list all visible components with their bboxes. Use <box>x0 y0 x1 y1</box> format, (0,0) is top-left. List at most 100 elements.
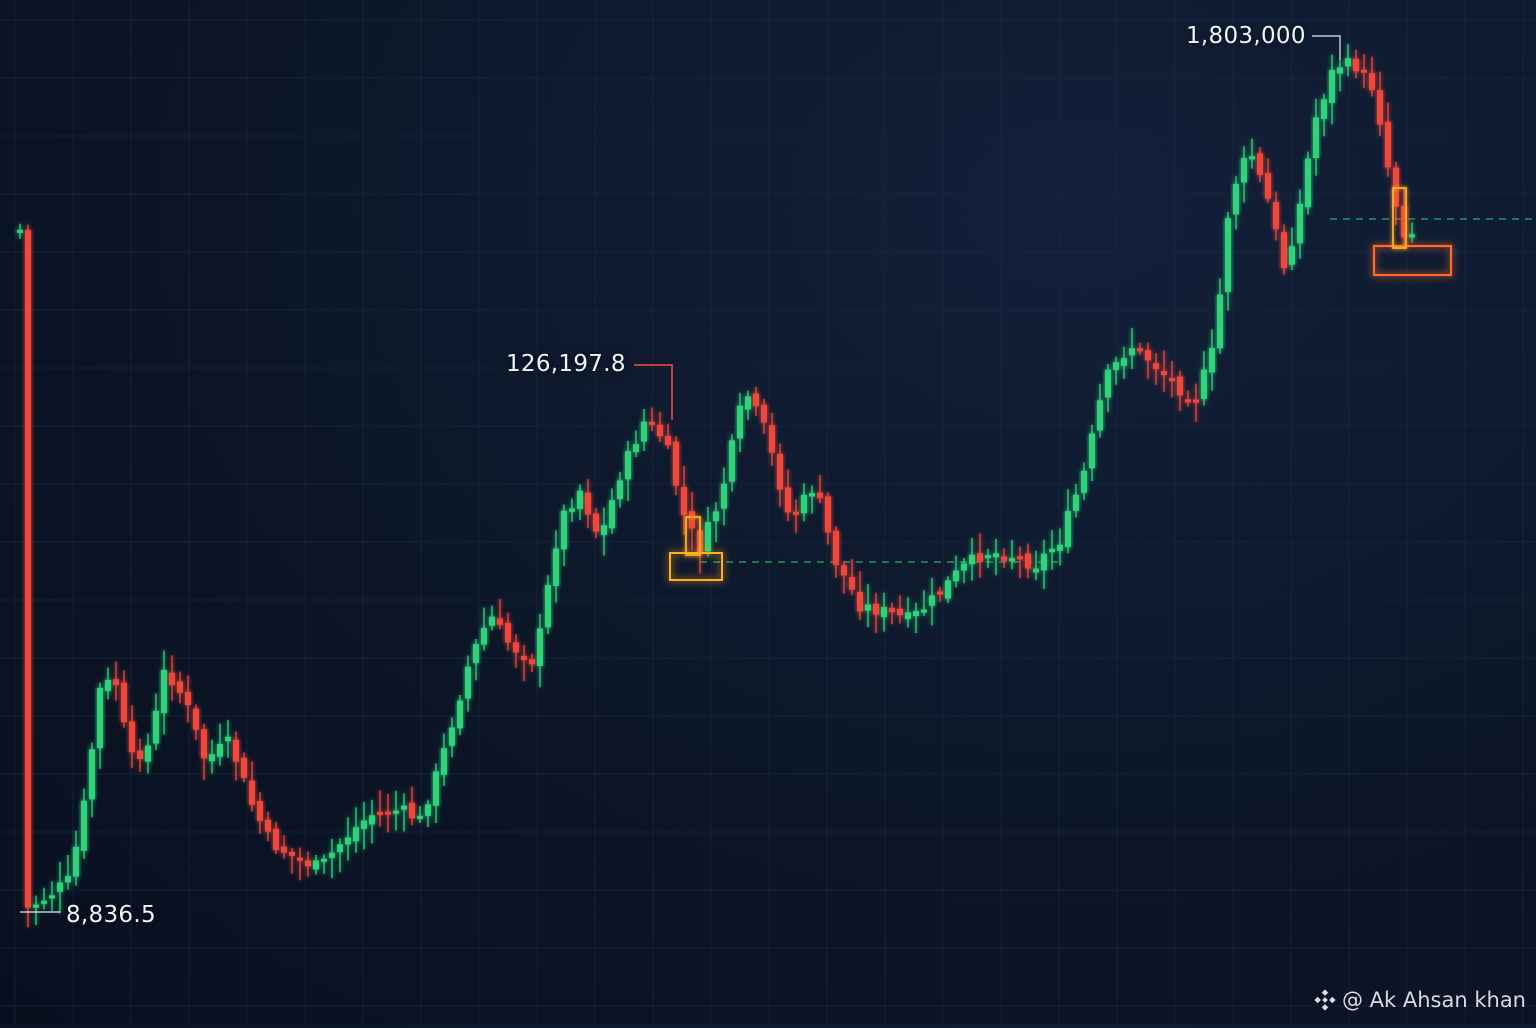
candle <box>633 430 639 457</box>
candle-body <box>209 754 215 762</box>
candle <box>665 423 671 450</box>
candle-body <box>633 444 639 453</box>
candle <box>377 790 383 827</box>
candle-body <box>569 508 575 512</box>
candle <box>49 881 55 911</box>
candle <box>105 667 111 700</box>
candle <box>577 484 583 521</box>
candle <box>1305 151 1311 215</box>
candle-body <box>1297 203 1303 244</box>
candle <box>1241 146 1247 203</box>
candle <box>1385 102 1391 177</box>
candle <box>201 723 207 781</box>
candle <box>433 763 439 824</box>
candle <box>545 575 551 635</box>
candle <box>833 526 839 578</box>
candle-body <box>825 496 831 533</box>
candle <box>1105 364 1111 413</box>
mid-price-label: 126,197.8 <box>506 351 626 377</box>
candle <box>1281 224 1287 275</box>
candle <box>753 386 759 417</box>
candle-body <box>1233 183 1239 215</box>
candle <box>1121 346 1127 379</box>
candle <box>857 571 863 620</box>
candle-body <box>929 595 935 606</box>
candle-body <box>377 811 383 815</box>
candle <box>65 854 71 890</box>
candle <box>137 738 143 772</box>
candle <box>1257 147 1263 183</box>
candle-body <box>585 492 591 515</box>
candle-body <box>1121 358 1127 366</box>
candle <box>1025 543 1031 579</box>
watermark-text: @ Ak Ahsan khan <box>1342 988 1526 1012</box>
candle-body <box>1313 117 1319 158</box>
candle <box>865 584 871 628</box>
candle <box>649 407 655 432</box>
candle-body <box>1009 558 1015 562</box>
candle <box>1001 548 1007 568</box>
candle-body <box>73 846 79 877</box>
candle <box>977 533 983 578</box>
label-leaders <box>20 35 1341 913</box>
candle-body <box>985 555 991 559</box>
candle <box>249 761 255 812</box>
candle <box>1265 158 1271 203</box>
candle <box>561 504 567 567</box>
candle-body <box>521 655 527 660</box>
candle-body <box>809 493 815 497</box>
candle <box>1185 390 1191 407</box>
candle <box>337 838 343 873</box>
candle-body <box>17 229 23 233</box>
high-price-label: 1,803,000 <box>1186 23 1306 49</box>
candle-body <box>465 666 471 699</box>
candle <box>825 492 831 545</box>
candle-body <box>1249 156 1255 160</box>
candle-body <box>129 721 135 753</box>
candle-body <box>993 553 999 558</box>
candle-body <box>169 672 175 686</box>
candle-body <box>881 607 887 617</box>
candle-body <box>409 802 415 819</box>
candle-body <box>1337 67 1343 74</box>
candle <box>1297 189 1303 259</box>
candle-body <box>25 229 31 908</box>
candle-body <box>273 828 279 850</box>
highlight-candle-mid <box>685 516 701 556</box>
candle-body <box>865 604 871 611</box>
candle-body <box>1025 553 1031 569</box>
candle-body <box>353 827 359 842</box>
candle <box>1249 138 1255 169</box>
candle-body <box>1321 99 1327 119</box>
candle <box>817 475 823 504</box>
candle <box>1337 60 1343 92</box>
candle-body <box>785 487 791 513</box>
candle-body <box>641 421 647 442</box>
candle-body <box>937 591 943 595</box>
candle-body <box>57 882 63 892</box>
candle-body <box>105 679 111 691</box>
candle-body <box>1345 58 1351 67</box>
candle-body <box>1185 399 1191 403</box>
candle-body <box>705 522 711 552</box>
candle <box>289 847 295 874</box>
candle-body <box>265 819 271 832</box>
candle-body <box>441 748 447 775</box>
candle-body <box>137 750 143 759</box>
candle <box>17 223 23 239</box>
candle <box>121 670 127 728</box>
candle <box>169 655 175 701</box>
candle-body <box>361 820 367 829</box>
candle <box>209 739 215 774</box>
candle-body <box>201 729 207 759</box>
candle-body <box>457 700 463 729</box>
candle <box>913 602 919 634</box>
leader-mid <box>634 364 673 420</box>
candle-body <box>1225 218 1231 292</box>
candle-body <box>225 736 231 742</box>
level-lines <box>0 218 1536 563</box>
candle-body <box>1257 153 1263 175</box>
candle <box>57 861 63 914</box>
candle-body <box>425 804 431 816</box>
candle-body <box>977 553 983 562</box>
